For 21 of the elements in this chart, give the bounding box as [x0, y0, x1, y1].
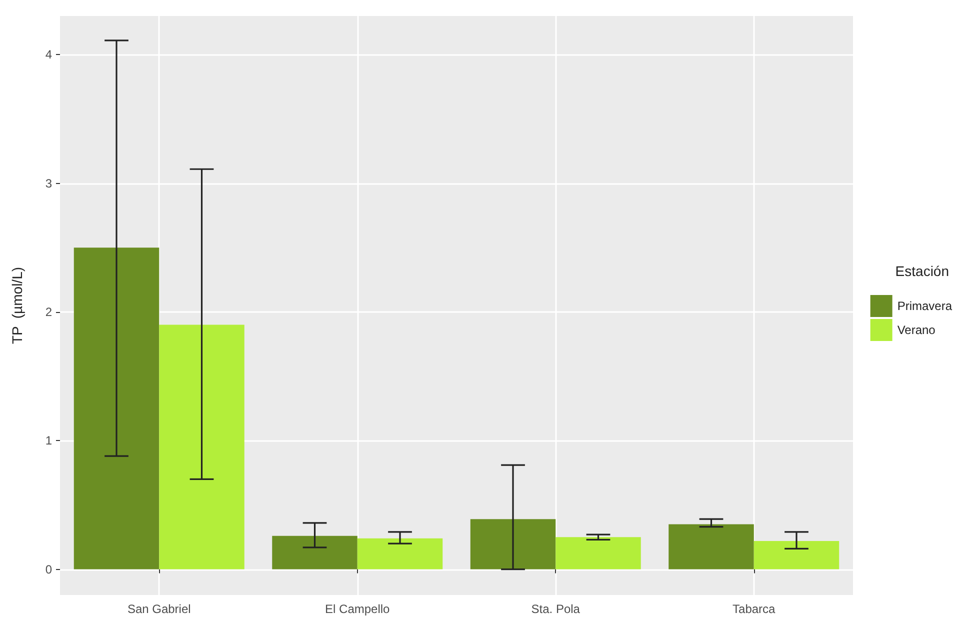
x-tick-label: Sta. Pola: [531, 602, 580, 616]
bar: [668, 524, 754, 570]
y-tick-label: 3: [45, 176, 52, 190]
bar: [357, 538, 443, 570]
y-tick-label: 0: [45, 562, 52, 576]
y-tick-label: 2: [45, 304, 52, 319]
x-tick-label: Tabarca: [732, 602, 776, 616]
y-axis-title: TP (µmol/L): [9, 266, 25, 344]
y-tick-label: 1: [45, 434, 52, 448]
y-tick-label: 4: [45, 48, 52, 62]
legend-label: Primavera: [897, 299, 952, 313]
bar: [159, 324, 244, 570]
bar: [754, 540, 840, 570]
legend-title: Estación: [895, 263, 950, 279]
bar: [272, 536, 358, 570]
bar: [74, 248, 160, 570]
bar: [556, 537, 641, 570]
bar: [470, 519, 556, 570]
x-tick-label: San Gabriel: [127, 602, 191, 616]
legend-label: Verano: [897, 323, 936, 337]
x-tick-label: El Campello: [325, 602, 390, 616]
